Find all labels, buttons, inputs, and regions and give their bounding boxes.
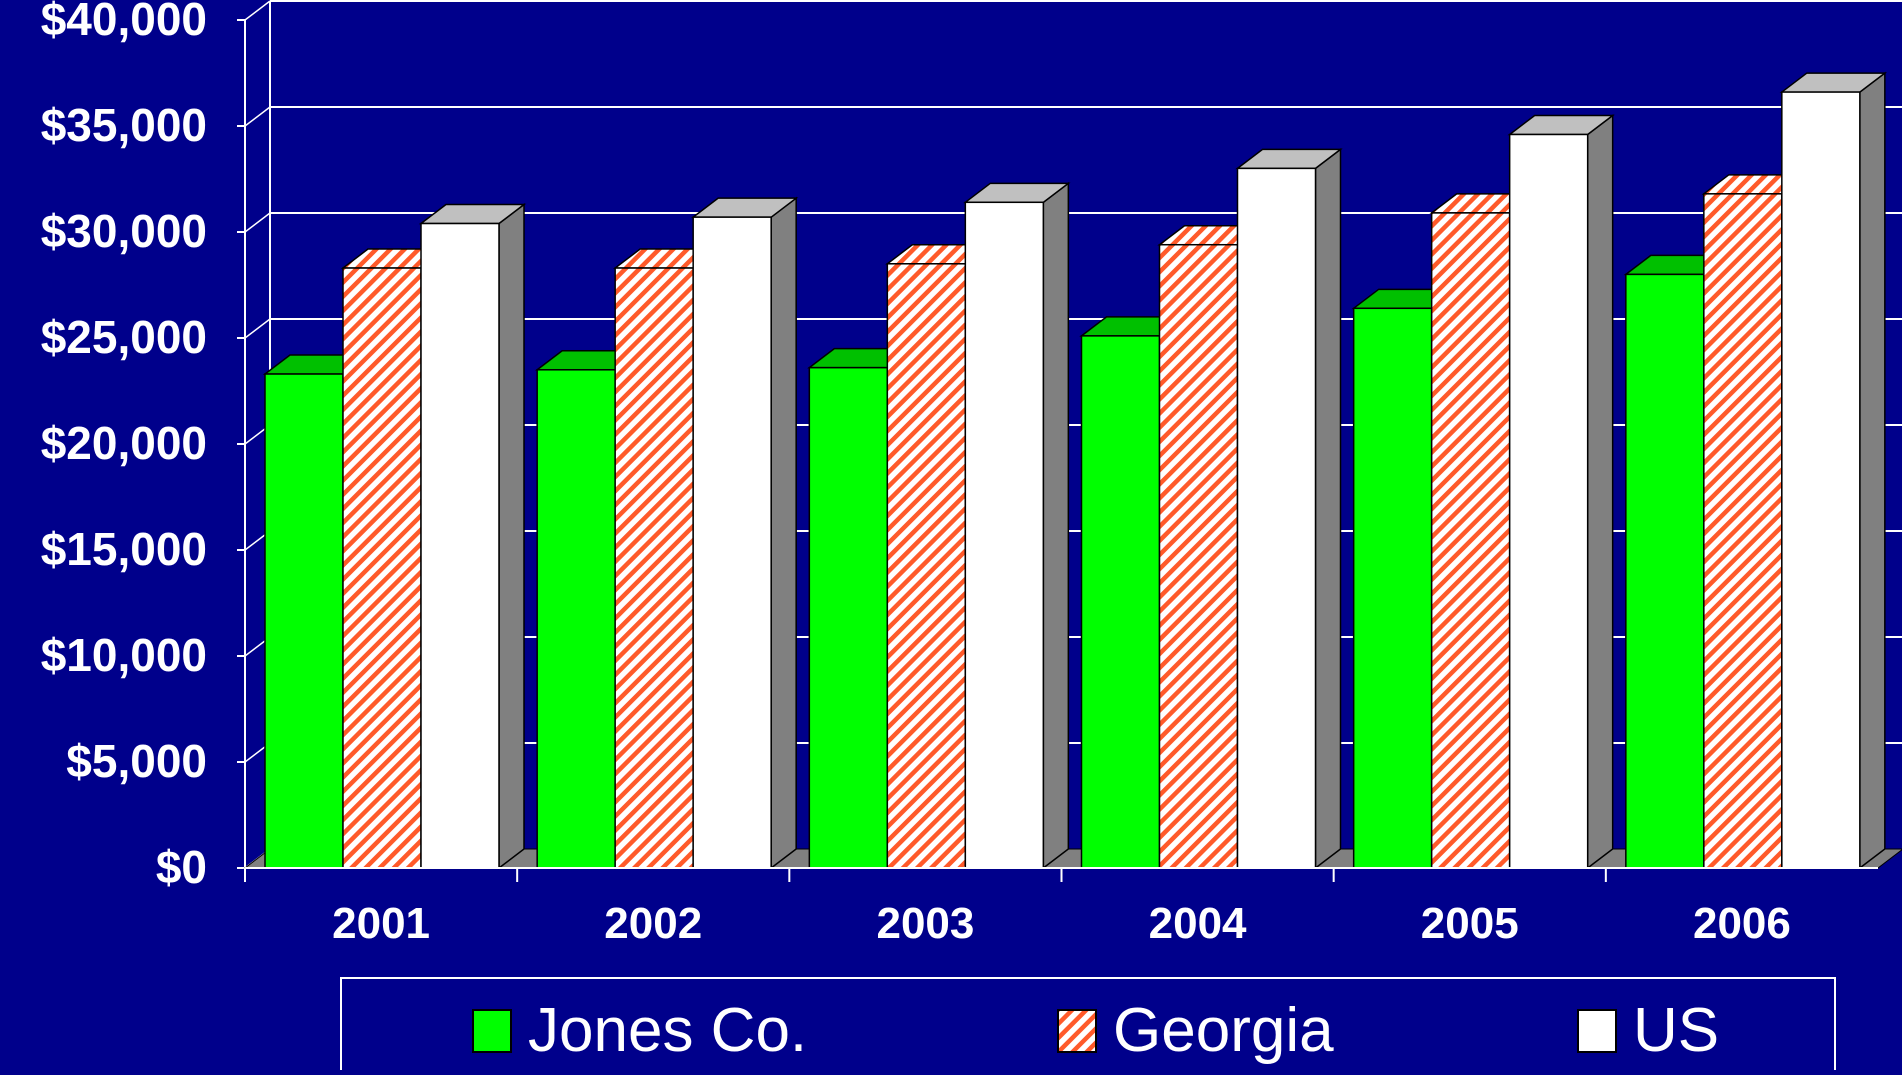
bar-side <box>498 203 525 870</box>
bar-front <box>264 373 344 869</box>
y-tick-label: $5,000 <box>66 735 207 787</box>
x-tick-label: 2003 <box>876 899 974 948</box>
legend-label: Georgia <box>1113 996 1334 1065</box>
bar-front <box>1703 193 1783 869</box>
y-tick-label: $40,000 <box>41 0 207 45</box>
bar-front <box>1625 273 1705 869</box>
bar-front <box>1352 307 1433 869</box>
legend-label: US <box>1633 996 1719 1065</box>
x-tick-labels: 2001 2002 2003 2004 2005 2006 <box>244 867 1878 948</box>
legend-swatch <box>1057 1009 1097 1053</box>
y-tick-label: $35,000 <box>41 99 207 151</box>
y-tick-label: $30,000 <box>41 205 207 257</box>
bar-side <box>1314 147 1342 870</box>
left-wall-line <box>244 106 271 127</box>
legend-item: US <box>1577 996 1719 1065</box>
x-tick-label: 2002 <box>604 899 702 948</box>
bar <box>1507 113 1615 870</box>
bar-front <box>614 267 694 869</box>
legend-swatch <box>472 1009 512 1053</box>
bar <box>1235 147 1343 870</box>
y-tick-label: $0 <box>156 841 207 893</box>
y-tick-label: $20,000 <box>41 417 207 469</box>
bar-front <box>1080 335 1161 869</box>
left-wall-line <box>244 212 271 233</box>
y-tick-label: $10,000 <box>41 629 207 681</box>
bar-side <box>1586 113 1614 870</box>
legend-item: Georgia <box>1057 996 1334 1065</box>
x-tick-label: 2006 <box>1693 899 1791 948</box>
bars <box>262 71 1888 870</box>
bar-front <box>1430 212 1511 869</box>
bar-front <box>342 267 422 869</box>
y-tick-label: $15,000 <box>41 523 207 575</box>
bar <box>1779 71 1888 870</box>
bar-front <box>536 369 616 869</box>
bar-front <box>1781 91 1861 869</box>
y-tick-labels: $0 $5,000 $10,000 $15,000 $20,000 $25,000 $30,… <box>41 0 207 893</box>
bar-front <box>1236 167 1317 869</box>
left-wall-line <box>244 0 271 21</box>
bar <box>418 203 527 870</box>
legend-box <box>340 977 1836 1075</box>
bar-side <box>1859 71 1886 870</box>
bar <box>963 181 1071 870</box>
bar-front <box>964 201 1045 869</box>
x-tick-label: 2005 <box>1421 899 1519 948</box>
bar-front <box>886 263 967 869</box>
y-tick-label: $25,000 <box>41 311 207 363</box>
legend-swatch <box>1577 1009 1617 1053</box>
bar-front <box>1508 133 1589 869</box>
legend-item: Jones Co. <box>472 996 807 1065</box>
bar-front <box>1158 243 1239 869</box>
bar <box>690 196 799 870</box>
left-wall-line <box>244 318 271 339</box>
bar-front <box>808 366 889 869</box>
bar-front <box>420 222 500 869</box>
x-tick-label: 2004 <box>1149 899 1247 948</box>
legend: Jones Co. Georgia US <box>340 977 1836 1075</box>
x-tick-label: 2001 <box>332 899 430 948</box>
legend-label: Jones Co. <box>528 996 807 1065</box>
bar-front <box>692 216 772 869</box>
bar-side <box>1042 181 1070 870</box>
bar-side <box>770 196 797 870</box>
